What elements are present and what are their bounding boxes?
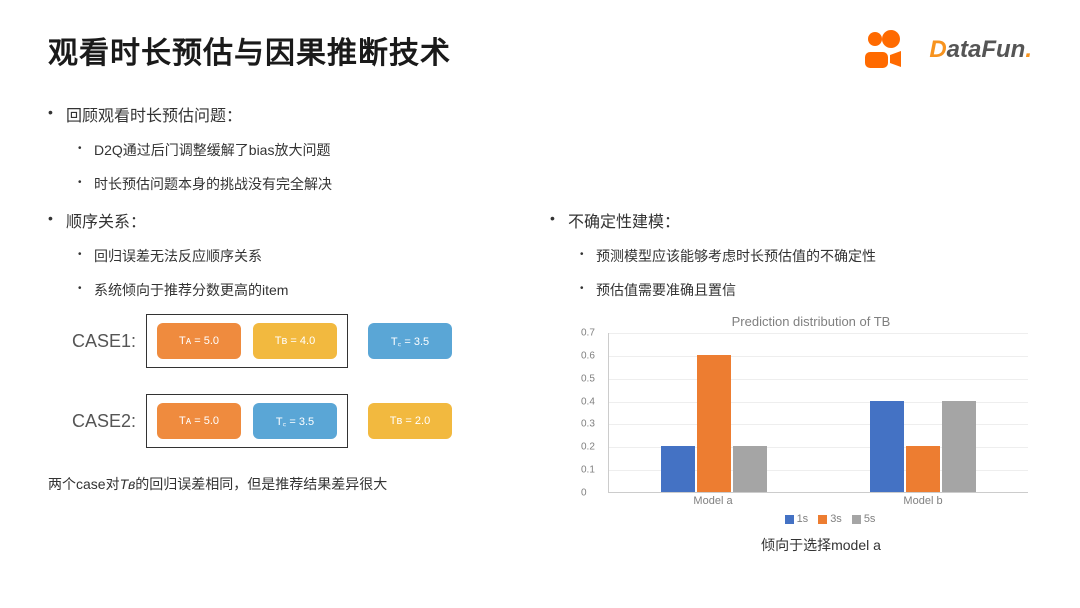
section1-heading: 回顾观看时长预估问题： — [48, 102, 1032, 126]
case2-label: CASE2: — [48, 411, 136, 432]
case1-row: CASE1: Tᴀ = 5.0 Tʙ = 4.0 T꜀ = 3.5 — [48, 314, 540, 368]
bar — [733, 446, 767, 492]
case2-box: Tᴀ = 5.0 T꜀ = 3.5 — [146, 394, 348, 448]
chart-xlabels: Model aModel b — [608, 493, 1028, 507]
section1-sub1: 时长预估问题本身的挑战没有完全解决 — [48, 174, 1032, 194]
left-heading: 顺序关系： — [48, 208, 540, 232]
bar — [870, 401, 904, 492]
kuaishou-icon — [861, 30, 905, 70]
left-sub0: 回归误差无法反应顺序关系 — [48, 246, 540, 266]
chart-title: Prediction distribution of TB — [580, 314, 1042, 329]
chart-legend: 1s3s5s — [608, 513, 1042, 525]
chip-tb4: Tʙ = 4.0 — [253, 323, 337, 359]
case1-label: CASE1: — [48, 331, 136, 352]
bar — [942, 401, 976, 492]
section1-sub0: D2Q通过后门调整缓解了bias放大问题 — [48, 140, 1032, 160]
right-heading: 不确定性建模： — [550, 208, 1042, 232]
chip-tc-out: T꜀ = 3.5 — [368, 323, 452, 359]
chip-tc-in: T꜀ = 3.5 — [253, 403, 337, 439]
case1-box: Tᴀ = 5.0 Tʙ = 4.0 — [146, 314, 348, 368]
chip-ta: Tᴀ = 5.0 — [157, 323, 241, 359]
bar — [906, 446, 940, 492]
bar — [697, 355, 731, 492]
right-footnote: 倾向于选择model a — [580, 535, 1042, 555]
chip-tb2: Tʙ = 2.0 — [368, 403, 452, 439]
datafun-logo: DataFun. — [929, 36, 1032, 64]
bar — [661, 446, 695, 492]
right-sub1: 预估值需要准确且置信 — [550, 280, 1042, 300]
left-footnote: 两个case对Tʙ的回归误差相同，但是推荐结果差异很大 — [48, 474, 540, 494]
bar-chart: 00.10.20.30.40.50.60.7 — [608, 333, 1028, 493]
case2-row: CASE2: Tᴀ = 5.0 T꜀ = 3.5 Tʙ = 2.0 — [48, 394, 540, 448]
logo-row: DataFun. — [861, 30, 1032, 70]
chip-ta2: Tᴀ = 5.0 — [157, 403, 241, 439]
right-sub0: 预测模型应该能够考虑时长预估值的不确定性 — [550, 246, 1042, 266]
page-title: 观看时长预估与因果推断技术 — [48, 28, 451, 72]
left-sub1: 系统倾向于推荐分数更高的item — [48, 280, 540, 300]
